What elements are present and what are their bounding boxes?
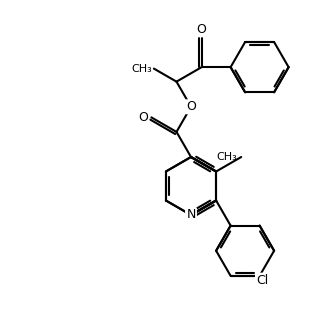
Text: CH₃: CH₃: [216, 152, 237, 162]
Text: O: O: [197, 23, 207, 36]
Text: O: O: [139, 111, 148, 124]
Text: Cl: Cl: [256, 274, 268, 287]
Text: CH₃: CH₃: [131, 64, 152, 73]
Text: O: O: [186, 100, 196, 113]
Text: N: N: [186, 209, 196, 222]
